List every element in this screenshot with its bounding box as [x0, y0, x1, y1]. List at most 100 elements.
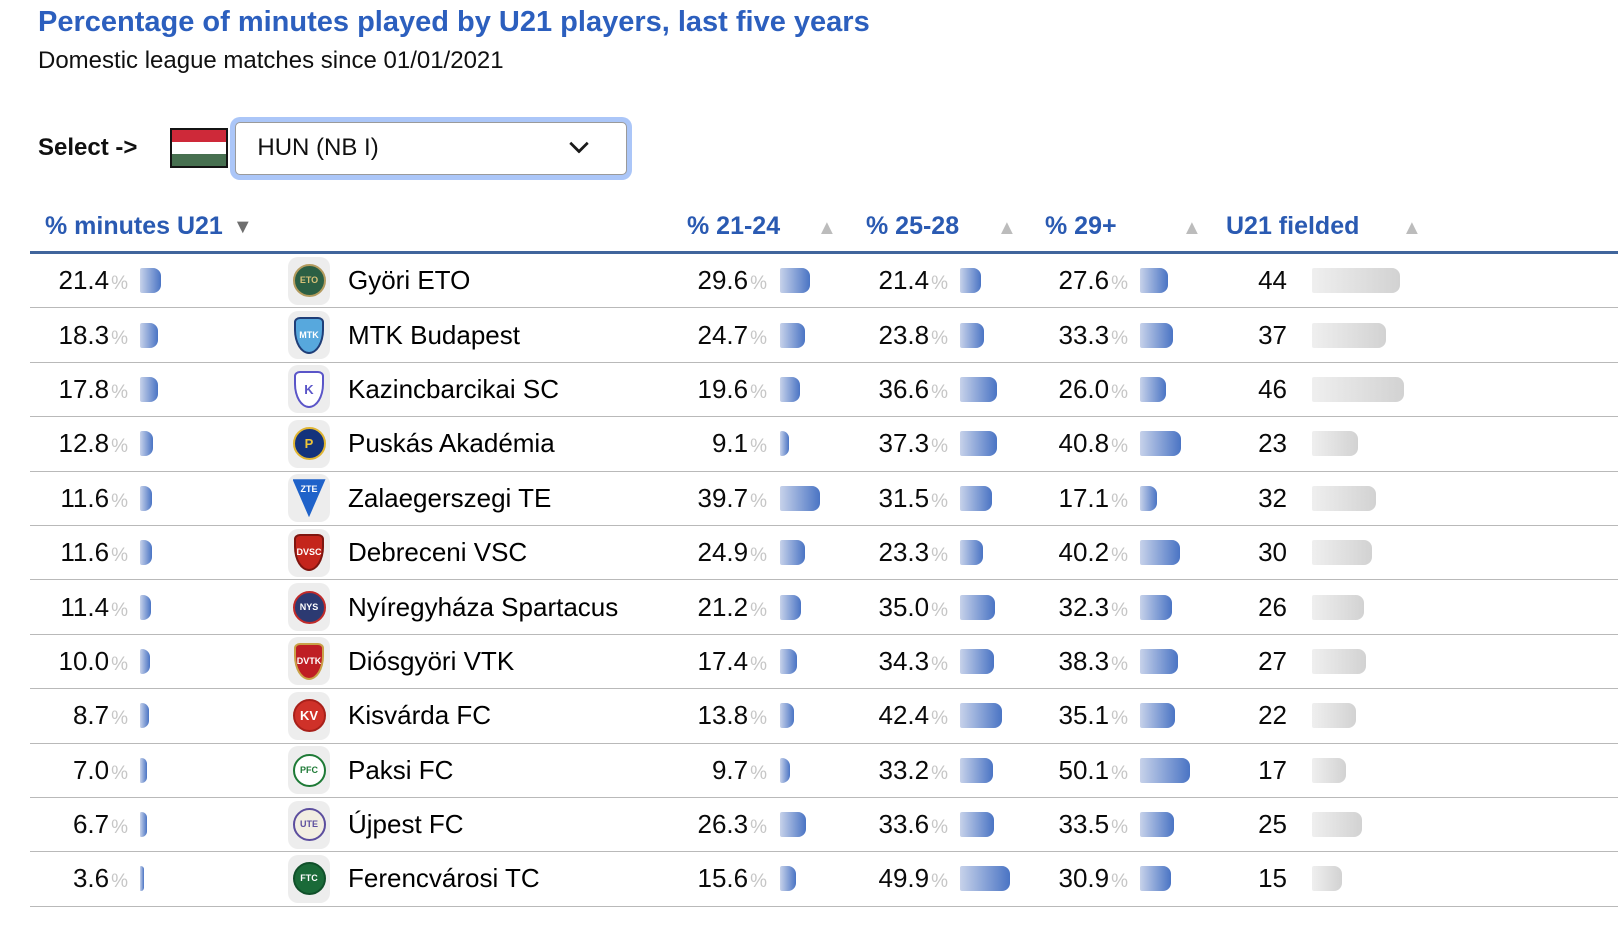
pct-29-plus-value: 35.1% [1058, 700, 1128, 731]
pct-29-plus-bar [1140, 812, 1174, 838]
u21-fielded-bar [1312, 703, 1356, 729]
column-label: % 25-28 [866, 212, 960, 240]
column-header-pct-29-plus[interactable]: % 29+ [1045, 212, 1117, 241]
pct-29-plus-value: 27.6% [1058, 265, 1128, 296]
sort-desc-icon[interactable]: ▼ [232, 215, 253, 238]
pct-29-plus-value: 17.1% [1058, 482, 1128, 513]
column-header-pct-25-28[interactable]: % 25-28 [866, 212, 959, 241]
pct-29-plus-bar-cell [1128, 540, 1226, 566]
pct-minutes-u21-value: 6.7% [72, 809, 128, 840]
pct-21-24-bar [780, 648, 798, 674]
column-header-pct-21-24[interactable]: % 21-24 [687, 212, 780, 241]
pct-minutes-u21-bar-cell [128, 540, 288, 566]
pct-21-24-bar [780, 866, 796, 892]
pct-29-plus-value: 30.9% [1058, 863, 1128, 894]
pct-29-plus-bar-cell [1128, 485, 1226, 511]
pct-21-24-value: 29.6% [697, 265, 767, 296]
club-logo-cell: FTC [288, 854, 348, 903]
pct-21-24-bar-cell [767, 866, 866, 892]
pct-25-28-value: 23.8% [878, 319, 948, 350]
pct-21-24-bar [780, 812, 807, 838]
pct-minutes-u21-bar-cell [128, 268, 288, 294]
club-logo: MTK [288, 311, 330, 360]
pct-29-plus-bar [1140, 866, 1171, 892]
u21-fielded-bar-cell [1287, 431, 1618, 457]
club-logo: UTE [288, 800, 330, 849]
page-title: Percentage of minutes played by U21 play… [38, 6, 870, 38]
sort-asc-icon[interactable]: ▲ [1402, 217, 1422, 239]
pct-21-24-bar [780, 540, 805, 566]
u21-fielded-value: 27 [1258, 645, 1287, 676]
pct-21-24-bar [780, 594, 802, 620]
sort-asc-icon[interactable]: ▲ [817, 217, 837, 239]
pct-minutes-u21-bar [140, 866, 144, 892]
club-name: Györi ETO [348, 265, 471, 296]
club-name: Diósgyöri VTK [348, 645, 515, 676]
club-logo-cell: ZTE [288, 474, 348, 523]
pct-21-24-bar-cell [767, 703, 866, 729]
pct-29-plus-bar-cell [1128, 648, 1226, 674]
pct-25-28-bar [960, 431, 998, 457]
pct-25-28-value: 35.0% [878, 591, 948, 622]
league-select-value: HUN (NB I) [257, 134, 379, 161]
u21-fielded-value: 26 [1258, 591, 1287, 622]
pct-21-24-bar-cell [767, 648, 866, 674]
pct-29-plus-bar [1140, 322, 1174, 348]
chevron-down-icon [569, 133, 590, 154]
flag-stripe-red [172, 130, 227, 142]
column-label: % minutes U21 [45, 212, 223, 240]
sort-asc-icon[interactable]: ▲ [997, 217, 1017, 239]
column-header-pct-minutes-u21[interactable]: % minutes U21 ▼ [45, 212, 253, 241]
club-crest-icon: KV [292, 699, 326, 733]
pct-25-28-bar-cell [948, 431, 1045, 457]
pct-21-24-bar-cell [767, 594, 866, 620]
sort-asc-icon[interactable]: ▲ [1182, 217, 1202, 239]
pct-minutes-u21-bar-cell [128, 485, 288, 511]
pct-25-28-bar [960, 648, 995, 674]
pct-minutes-u21-bar-cell [128, 812, 288, 838]
pct-21-24-value: 9.1% [711, 428, 767, 459]
pct-minutes-u21-value: 8.7% [72, 700, 128, 731]
pct-21-24-bar [780, 431, 790, 457]
pct-25-28-value: 33.6% [878, 809, 948, 840]
pct-minutes-u21-bar [140, 268, 162, 294]
pct-21-24-bar [780, 757, 790, 783]
pct-21-24-value: 19.6% [697, 373, 767, 404]
pct-21-24-bar [780, 322, 805, 348]
pct-minutes-u21-bar [140, 648, 150, 674]
club-logo: P [288, 419, 330, 468]
pct-29-plus-bar [1140, 268, 1168, 294]
club-logo: DVTK [288, 637, 330, 686]
club-crest-icon: DVSC [294, 534, 324, 572]
pct-minutes-u21-value: 7.0% [72, 754, 128, 785]
pct-minutes-u21-value: 3.6% [72, 863, 128, 894]
club-crest-icon: PFC [292, 753, 326, 787]
u21-fielded-value: 37 [1258, 319, 1287, 350]
pct-minutes-u21-value: 18.3% [58, 319, 128, 350]
u21-fielded-bar [1312, 866, 1342, 892]
pct-21-24-bar-cell [767, 757, 866, 783]
pct-29-plus-bar-cell [1128, 431, 1226, 457]
club-logo: DVSC [288, 528, 330, 577]
pct-29-plus-bar-cell [1128, 703, 1226, 729]
column-header-u21-fielded[interactable]: U21 fielded [1226, 212, 1359, 241]
pct-29-plus-value: 40.8% [1058, 428, 1128, 459]
pct-minutes-u21-bar [140, 431, 153, 457]
pct-21-24-bar [780, 485, 820, 511]
pct-minutes-u21-bar-cell [128, 703, 288, 729]
u21-fielded-bar [1312, 322, 1386, 348]
pct-25-28-bar [960, 703, 1003, 729]
pct-minutes-u21-value: 12.8% [58, 428, 128, 459]
pct-29-plus-value: 33.3% [1058, 319, 1128, 350]
u21-fielded-bar [1312, 648, 1366, 674]
u21-fielded-bar-cell [1287, 268, 1618, 294]
pct-25-28-bar-cell [948, 866, 1045, 892]
pct-25-28-value: 36.6% [878, 373, 948, 404]
pct-21-24-bar [780, 268, 810, 294]
pct-25-28-bar-cell [948, 485, 1045, 511]
league-select[interactable]: HUN (NB I) [235, 121, 628, 175]
table-header: % minutes U21 ▼ % 21-24 ▲ % 25-28 ▲ % 29… [0, 206, 1618, 251]
pct-25-28-bar-cell [948, 812, 1045, 838]
club-crest-icon: DVTK [294, 642, 324, 680]
